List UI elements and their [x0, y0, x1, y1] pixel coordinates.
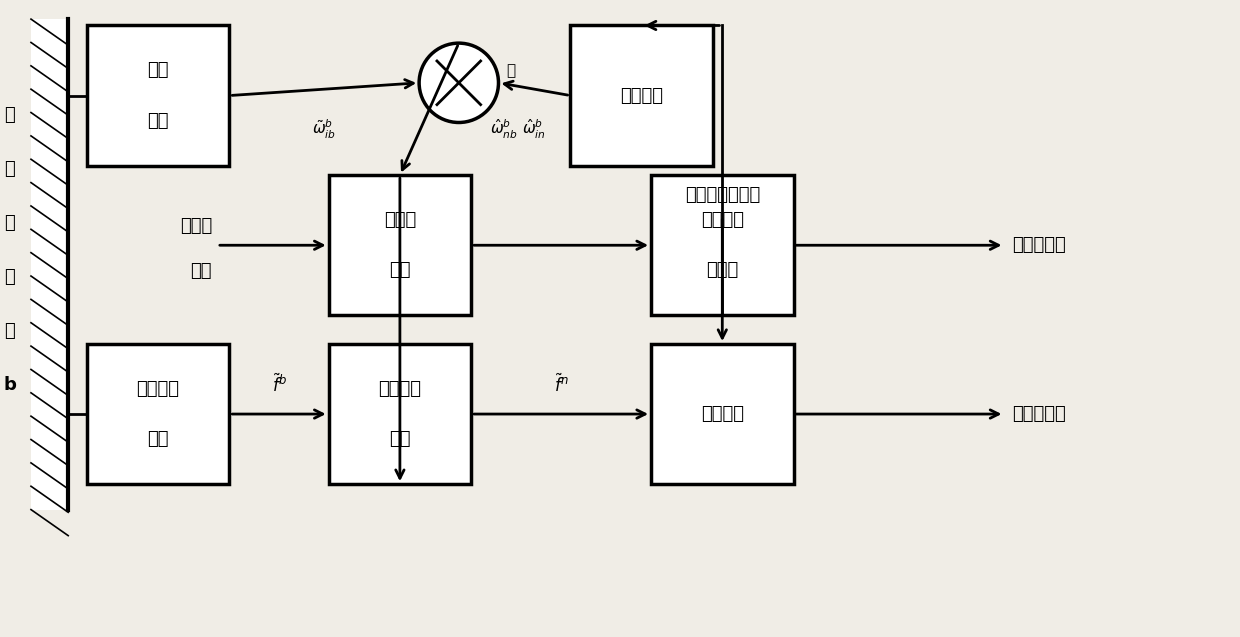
Ellipse shape	[419, 43, 498, 122]
Bar	[87, 25, 229, 166]
Text: 体: 体	[5, 160, 15, 178]
Text: 组合: 组合	[148, 111, 169, 130]
Text: 初值: 初值	[191, 262, 212, 280]
Text: b: b	[4, 376, 16, 394]
Text: 机: 机	[5, 106, 15, 124]
Text: $\tilde{f}^n$: $\tilde{f}^n$	[554, 374, 568, 396]
Text: $\hat{\omega}^b_{in}$: $\hat{\omega}^b_{in}$	[522, 118, 547, 141]
Text: 解算: 解算	[389, 261, 410, 280]
Text: 航向，姿态: 航向，姿态	[1012, 236, 1066, 254]
Text: 姿态阵: 姿态阵	[383, 211, 417, 229]
Text: $\hat{\omega}^b_{nb}$: $\hat{\omega}^b_{nb}$	[490, 117, 518, 141]
Bar	[329, 175, 471, 315]
Text: 变换: 变换	[389, 430, 410, 448]
Bar	[570, 25, 713, 166]
Text: $\tilde{\omega}^b_{ib}$: $\tilde{\omega}^b_{ib}$	[312, 118, 336, 141]
Text: 陀螺: 陀螺	[148, 61, 169, 80]
Text: 加速度计: 加速度计	[136, 380, 180, 398]
Text: 标: 标	[5, 268, 15, 286]
Bar	[87, 344, 229, 484]
Text: 速度，位置初值: 速度，位置初值	[684, 186, 760, 204]
Text: 航向，姿: 航向，姿	[701, 211, 744, 229]
Text: 导航解算: 导航解算	[701, 405, 744, 423]
Text: 位置，速度: 位置，速度	[1012, 405, 1066, 423]
Text: 系: 系	[5, 322, 15, 340]
Text: －: －	[506, 64, 516, 78]
Text: $\tilde{f}^b$: $\tilde{f}^b$	[272, 374, 286, 396]
Text: 组合: 组合	[148, 430, 169, 448]
Text: 坐: 坐	[5, 214, 15, 232]
Text: 态解算: 态解算	[706, 261, 739, 280]
Bar	[31, 19, 68, 510]
Bar	[329, 344, 471, 484]
Text: 指令解算: 指令解算	[620, 87, 663, 104]
Text: 姿态阵: 姿态阵	[180, 217, 212, 235]
Text: 比力坐标: 比力坐标	[378, 380, 422, 398]
Bar	[651, 175, 794, 315]
Bar	[651, 344, 794, 484]
